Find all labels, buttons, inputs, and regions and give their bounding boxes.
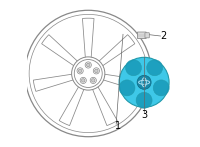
Polygon shape (42, 35, 79, 67)
Circle shape (91, 79, 95, 82)
FancyBboxPatch shape (137, 32, 146, 39)
Circle shape (90, 77, 96, 83)
Polygon shape (102, 74, 143, 91)
Circle shape (77, 68, 83, 74)
Circle shape (153, 80, 169, 96)
Circle shape (119, 80, 135, 96)
FancyBboxPatch shape (145, 33, 149, 38)
Circle shape (25, 10, 151, 137)
Circle shape (80, 77, 86, 83)
Polygon shape (92, 85, 117, 126)
Circle shape (86, 63, 90, 67)
Circle shape (137, 75, 151, 89)
Text: 3: 3 (141, 110, 147, 120)
Polygon shape (59, 85, 85, 126)
Circle shape (78, 69, 82, 73)
Circle shape (126, 60, 142, 76)
Polygon shape (33, 74, 75, 91)
Circle shape (136, 92, 152, 108)
Text: 2: 2 (160, 31, 166, 41)
Circle shape (119, 57, 169, 107)
Circle shape (147, 60, 163, 76)
Circle shape (95, 69, 98, 73)
Circle shape (81, 79, 85, 82)
Circle shape (74, 60, 102, 87)
Polygon shape (98, 35, 135, 67)
Circle shape (85, 62, 91, 68)
Text: 1: 1 (115, 121, 121, 131)
Circle shape (93, 68, 99, 74)
Circle shape (72, 57, 105, 90)
Polygon shape (82, 18, 94, 59)
